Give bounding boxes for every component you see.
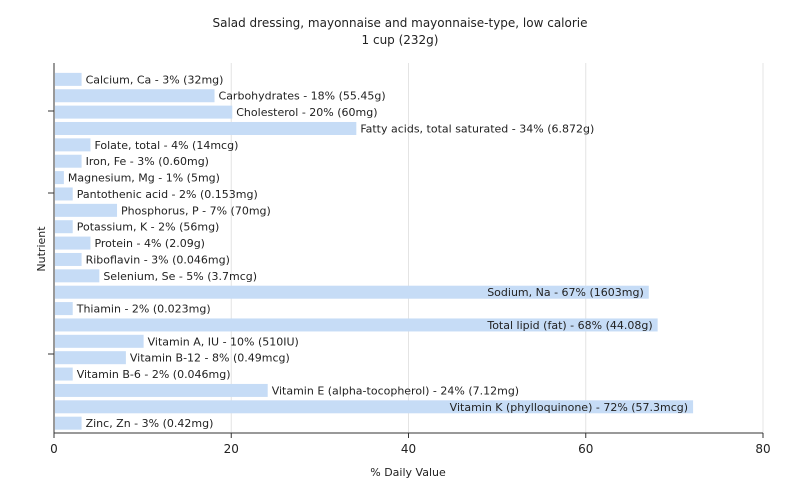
bar-label: Vitamin E (alpha-tocopherol) - 24% (7.12… (272, 384, 519, 397)
bar (55, 105, 233, 119)
bar (55, 236, 91, 250)
grid (230, 63, 764, 433)
bar-label: Sodium, Na - 67% (1603mg) (487, 286, 644, 299)
x-tick-label: 60 (578, 442, 593, 456)
bar-label: Iron, Fe - 3% (0.60mg) (86, 155, 209, 168)
x-tick-label: 20 (224, 442, 239, 456)
bar-label: Magnesium, Mg - 1% (5mg) (68, 172, 220, 185)
x-axis-label: % Daily Value (370, 466, 446, 479)
bar-label: Phosphorus, P - 7% (70mg) (121, 204, 271, 217)
bars (55, 72, 694, 430)
bar-label: Calcium, Ca - 3% (32mg) (86, 73, 224, 86)
bar (55, 72, 82, 86)
bar (55, 171, 64, 185)
x-ticks: 0 20 40 60 80 (50, 433, 771, 456)
bar (55, 302, 73, 316)
bar (55, 89, 215, 103)
bar-label: Potassium, K - 2% (56mg) (77, 221, 220, 234)
chart-subtitle: 1 cup (232g) (362, 33, 439, 47)
x-tick-label: 0 (50, 442, 58, 456)
bar (55, 351, 126, 365)
bar-label: Vitamin B-12 - 8% (0.49mcg) (130, 352, 290, 365)
bar (55, 416, 82, 430)
bar (55, 203, 118, 217)
chart-title: Salad dressing, mayonnaise and mayonnais… (212, 16, 587, 30)
bar-label: Selenium, Se - 5% (3.7mcg) (103, 270, 257, 283)
bar (55, 334, 144, 348)
bar-label: Vitamin K (phylloquinone) - 72% (57.3mcg… (450, 401, 688, 414)
bar-labels: Calcium, Ca - 3% (32mg) Carbohydrates - 1… (68, 73, 688, 430)
bar-label: Total lipid (fat) - 68% (44.08g) (486, 319, 652, 332)
bar (55, 400, 694, 414)
bar-label: Vitamin A, IU - 10% (510IU) (148, 335, 299, 348)
bar (55, 252, 82, 266)
bar-label: Fatty acids, total saturated - 34% (6.87… (360, 122, 594, 135)
bar-label: Vitamin B-6 - 2% (0.046mg) (77, 368, 231, 381)
bar (55, 285, 649, 299)
bar (55, 318, 658, 332)
bar-label: Riboflavin - 3% (0.046mg) (86, 253, 230, 266)
bar (55, 154, 82, 168)
bar (55, 383, 268, 397)
bar-label: Folate, total - 4% (14mcg) (94, 139, 238, 152)
bar-label: Thiamin - 2% (0.023mg) (76, 303, 211, 316)
bar (55, 138, 91, 152)
bar (55, 121, 357, 135)
x-tick-label: 40 (401, 442, 416, 456)
x-tick-label: 80 (755, 442, 770, 456)
bar (55, 269, 100, 283)
bar (55, 187, 73, 201)
y-axis-label: Nutrient (35, 226, 48, 272)
bar (55, 367, 73, 381)
bar-label: Carbohydrates - 18% (55.45g) (219, 90, 386, 103)
bar-label: Zinc, Zn - 3% (0.42mg) (86, 417, 214, 430)
bar-label: Cholesterol - 20% (60mg) (236, 106, 377, 119)
bar-label: Pantothenic acid - 2% (0.153mg) (77, 188, 258, 201)
bar (55, 220, 73, 234)
bar-label: Protein - 4% (2.09g) (94, 237, 205, 250)
